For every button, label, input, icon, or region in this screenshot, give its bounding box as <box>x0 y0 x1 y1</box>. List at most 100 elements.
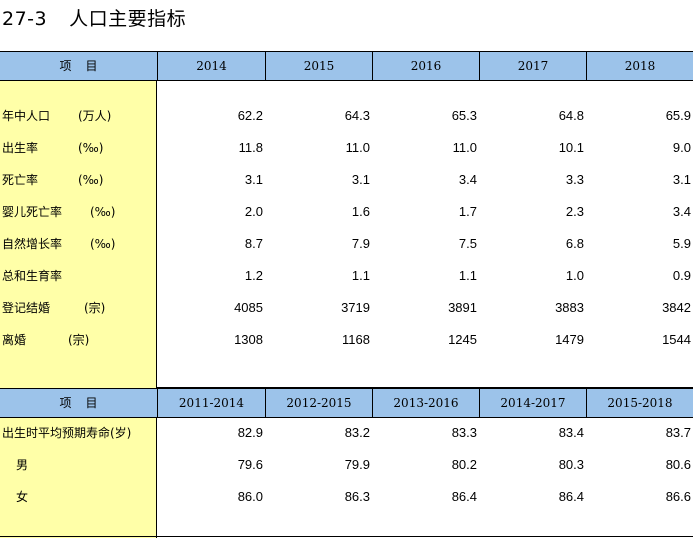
row-label: 死亡率 (‰) <box>2 164 103 196</box>
table1-header-year: 2016 <box>372 52 479 80</box>
row-label-text: 登记结婚 <box>2 301 51 315</box>
table-cell: 3.1 <box>672 172 691 187</box>
row-label-text: 婴儿死亡率 <box>2 205 63 219</box>
table-cell: 3.3 <box>565 172 584 187</box>
table-cell: 8.7 <box>244 236 263 251</box>
table2-header-period: 2012-2015 <box>265 389 372 417</box>
table-cell: 86.6 <box>665 489 691 504</box>
table2-header-period: 2013-2016 <box>372 389 479 417</box>
table-cell: 5.9 <box>672 236 691 251</box>
table-cell: 11.0 <box>452 140 477 155</box>
table-cell: 7.9 <box>351 236 370 251</box>
table-cell: 11.8 <box>238 140 263 155</box>
row-label-text: 男 <box>16 458 29 472</box>
row-label-text: 离婚 <box>2 333 27 347</box>
table-cell: 1.2 <box>244 268 263 283</box>
table-cell: 64.3 <box>344 108 370 123</box>
table-cell: 1.1 <box>351 268 370 283</box>
table-row: 自然增长率 (‰) 8.7 7.9 7.5 6.8 5.9 <box>0 228 693 260</box>
table-cell: 3842 <box>662 300 691 315</box>
table-cell: 86.3 <box>344 489 370 504</box>
page-title: 27-3 人口主要指标 <box>2 4 186 32</box>
table-cell: 3.1 <box>351 172 370 187</box>
row-label-text: 总和生育率 <box>2 269 63 283</box>
table-cell: 79.6 <box>237 457 263 472</box>
table-cell: 80.2 <box>451 457 477 472</box>
table-row: 婴儿死亡率 (‰) 2.0 1.6 1.7 2.3 3.4 <box>0 196 693 228</box>
row-unit: (宗) <box>68 333 90 347</box>
table-row: 男 79.6 79.9 80.2 80.3 80.6 <box>0 449 693 481</box>
table-cell: 1.0 <box>565 268 584 283</box>
row-label: 出生率 (‰) <box>2 132 103 164</box>
table-cell: 6.8 <box>565 236 584 251</box>
label-column-2 <box>0 418 157 538</box>
row-label-text: 出生率 <box>2 141 39 155</box>
row-unit: (‰) <box>90 237 116 251</box>
table-row: 总和生育率 1.2 1.1 1.1 1.0 0.9 <box>0 260 693 292</box>
row-label: 出生时平均预期寿命(岁) <box>2 417 131 449</box>
row-unit: (万人) <box>78 109 112 123</box>
table-row: 出生率 (‰) 11.8 11.0 11.0 10.1 9.0 <box>0 132 693 164</box>
table-title: 人口主要指标 <box>69 8 187 30</box>
table-cell: 80.3 <box>558 457 584 472</box>
table-cell: 65.3 <box>451 108 477 123</box>
table-row: 女 86.0 86.3 86.4 86.4 86.6 <box>0 481 693 513</box>
table2-header-period: 2011-2014 <box>157 389 265 417</box>
row-label-text: 女 <box>16 490 29 504</box>
row-unit: (‰) <box>90 205 116 219</box>
table-cell: 86.4 <box>451 489 477 504</box>
row-label: 男 <box>16 449 28 481</box>
table-cell: 1479 <box>555 332 584 347</box>
table-cell: 79.9 <box>344 457 370 472</box>
table-cell: 1.6 <box>351 204 370 219</box>
table-row: 年中人口 (万人) 62.2 64.3 65.3 64.8 65.9 <box>0 100 693 132</box>
table-cell: 65.9 <box>665 108 691 123</box>
table-cell: 3891 <box>448 300 477 315</box>
table-cell: 86.4 <box>558 489 584 504</box>
table-cell: 1308 <box>234 332 263 347</box>
table-cell: 4085 <box>234 300 263 315</box>
table1-header: 项目 2014 2015 2016 2017 2018 <box>0 51 693 81</box>
table-cell: 3.1 <box>244 172 263 187</box>
row-unit: (‰) <box>78 173 104 187</box>
row-label: 离婚 (宗) <box>2 324 89 356</box>
row-label-text: 死亡率 <box>2 173 39 187</box>
table1-header-year: 2014 <box>157 52 265 80</box>
table-cell: 83.2 <box>344 425 370 440</box>
row-label: 年中人口 (万人) <box>2 100 111 132</box>
table-cell: 11.0 <box>345 140 370 155</box>
row-label: 总和生育率 <box>2 260 62 292</box>
row-label-text: 自然增长率 <box>2 237 63 251</box>
table-cell: 80.6 <box>665 457 691 472</box>
table-cell: 2.3 <box>565 204 584 219</box>
table-cell: 3.4 <box>458 172 477 187</box>
table-cell: 62.2 <box>237 108 263 123</box>
table-cell: 83.4 <box>558 425 584 440</box>
table1-header-year: 2015 <box>265 52 372 80</box>
row-label: 自然增长率 (‰) <box>2 228 115 260</box>
table-row: 登记结婚 (宗) 4085 3719 3891 3883 3842 <box>0 292 693 324</box>
table-cell: 1.1 <box>458 268 477 283</box>
table-cell: 0.9 <box>672 268 691 283</box>
table2-bottom-border <box>0 536 693 537</box>
table-cell: 82.9 <box>237 425 263 440</box>
table-cell: 86.0 <box>237 489 263 504</box>
table1-bottom-border <box>157 387 693 388</box>
table-cell: 1544 <box>662 332 691 347</box>
row-unit: (宗) <box>84 301 106 315</box>
table-cell: 3719 <box>341 300 370 315</box>
row-label: 女 <box>16 481 28 513</box>
table2-header-period: 2014-2017 <box>479 389 586 417</box>
table1-header-year: 2017 <box>479 52 586 80</box>
table1-header-label: 项目 <box>59 59 112 73</box>
row-label-text: 出生时平均预期寿命(岁) <box>2 426 132 440</box>
table-cell: 83.3 <box>451 425 477 440</box>
table-row: 出生时平均预期寿命(岁) 82.9 83.2 83.3 83.4 83.7 <box>0 417 693 449</box>
table-cell: 83.7 <box>665 425 691 440</box>
table-cell: 3.4 <box>672 204 691 219</box>
table-cell: 9.0 <box>672 140 691 155</box>
table-row: 离婚 (宗) 1308 1168 1245 1479 1544 <box>0 324 693 356</box>
label-column-1 <box>0 52 157 388</box>
table-cell: 3883 <box>555 300 584 315</box>
table-cell: 1168 <box>342 332 370 347</box>
